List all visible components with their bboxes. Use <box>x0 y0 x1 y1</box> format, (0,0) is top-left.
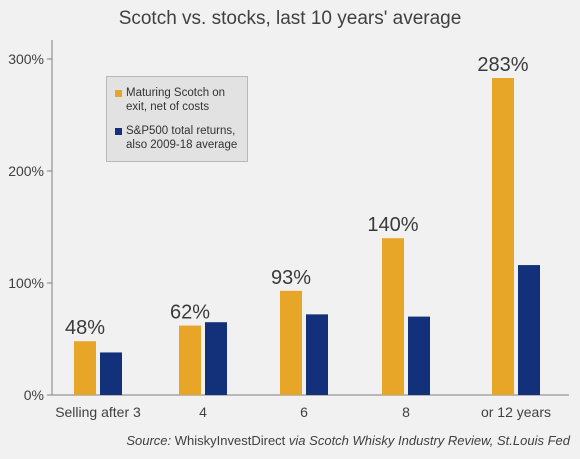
y-tick-label: 300% <box>8 51 44 67</box>
source-org: WhiskyInvestDirect <box>174 433 286 448</box>
y-tick-label: 0% <box>24 387 44 403</box>
legend: Maturing Scotch on exit, net of costs S&… <box>106 76 248 162</box>
legend-label-sp500: S&P500 total returns, also 2009-18 avera… <box>126 125 238 151</box>
data-label: 48% <box>65 317 105 339</box>
x-tick-label: 6 <box>300 404 308 420</box>
x-tick-label: Selling after 3 <box>55 404 141 420</box>
source-prefix: Source: <box>126 433 172 448</box>
x-tick-label: 4 <box>199 404 207 420</box>
legend-swatch-scotch <box>115 90 122 97</box>
bar-scotch <box>179 325 201 395</box>
bar-scotch <box>492 78 514 395</box>
data-label: 140% <box>367 214 418 236</box>
bar-scotch <box>280 290 302 395</box>
y-tick-label: 100% <box>8 275 44 291</box>
bar-sp500 <box>518 265 540 395</box>
data-label: 62% <box>170 302 210 324</box>
source-via: via <box>288 433 306 448</box>
legend-entry-scotch: Maturing Scotch on exit, net of costs <box>115 86 241 114</box>
data-label: 93% <box>271 267 311 289</box>
source-publication: Scotch Whisky Industry Review, St.Louis … <box>309 433 570 448</box>
chart-title: Scotch vs. stocks, last 10 years' averag… <box>118 8 462 29</box>
legend-entry-sp500: S&P500 total returns, also 2009-18 avera… <box>115 124 241 152</box>
bar-scotch <box>382 238 404 395</box>
bar-sp500 <box>100 352 122 395</box>
y-tick-label: 200% <box>8 163 44 179</box>
data-label: 283% <box>477 54 528 76</box>
legend-swatch-sp500 <box>115 128 122 135</box>
bar-sp500 <box>205 322 227 395</box>
bar-sp500 <box>306 314 328 395</box>
x-tick-label: 8 <box>402 404 410 420</box>
bar-scotch <box>74 341 96 395</box>
bar-sp500 <box>408 316 430 395</box>
source-note: Source: WhiskyInvestDirect via Scotch Wh… <box>126 433 570 448</box>
legend-label-scotch: Maturing Scotch on exit, net of costs <box>126 87 226 113</box>
x-tick-label: or 12 years <box>481 404 551 420</box>
